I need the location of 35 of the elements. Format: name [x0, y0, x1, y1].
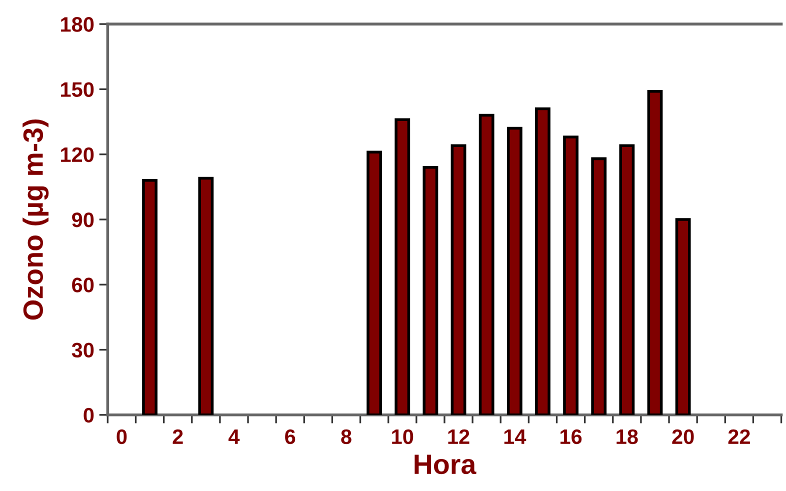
bar	[198, 176, 214, 415]
x-tick-label: 0	[116, 429, 127, 444]
bar	[647, 90, 663, 415]
y-tick-label: 60	[72, 278, 94, 292]
x-tick-label: 4	[228, 430, 240, 444]
x-tick-label: 20	[672, 429, 694, 444]
bar	[422, 166, 438, 415]
x-tick-label: 12	[448, 429, 470, 444]
x-tick-label: 2	[172, 429, 183, 444]
bar	[675, 218, 691, 415]
bar	[563, 136, 578, 415]
x-tick-label: 6	[285, 429, 296, 444]
bar	[450, 144, 466, 415]
y-axis-title: Ozono (µg m-3)	[22, 120, 49, 320]
y-tick-label: 150	[61, 82, 94, 97]
bar	[619, 144, 635, 415]
bar	[591, 157, 607, 415]
x-tick-label: 18	[616, 429, 638, 444]
bar	[478, 114, 494, 415]
bar	[366, 150, 382, 415]
x-tick-label: 22	[728, 429, 750, 444]
bar	[506, 126, 522, 415]
y-tick-label: 120	[61, 147, 94, 162]
y-tick-label: 0	[84, 408, 94, 423]
x-tick-label: 10	[392, 429, 414, 444]
y-tick-label: 180	[61, 17, 94, 32]
bar	[142, 179, 158, 415]
bar	[394, 118, 410, 415]
y-tick-label: 30	[72, 342, 94, 358]
y-tick-label: 90	[72, 212, 94, 228]
x-axis-title: Hora	[414, 454, 476, 474]
x-tick-label: 14	[504, 430, 526, 444]
bar	[535, 107, 550, 415]
x-tick-label: 8	[341, 429, 352, 444]
x-tick-label: 16	[560, 429, 582, 444]
